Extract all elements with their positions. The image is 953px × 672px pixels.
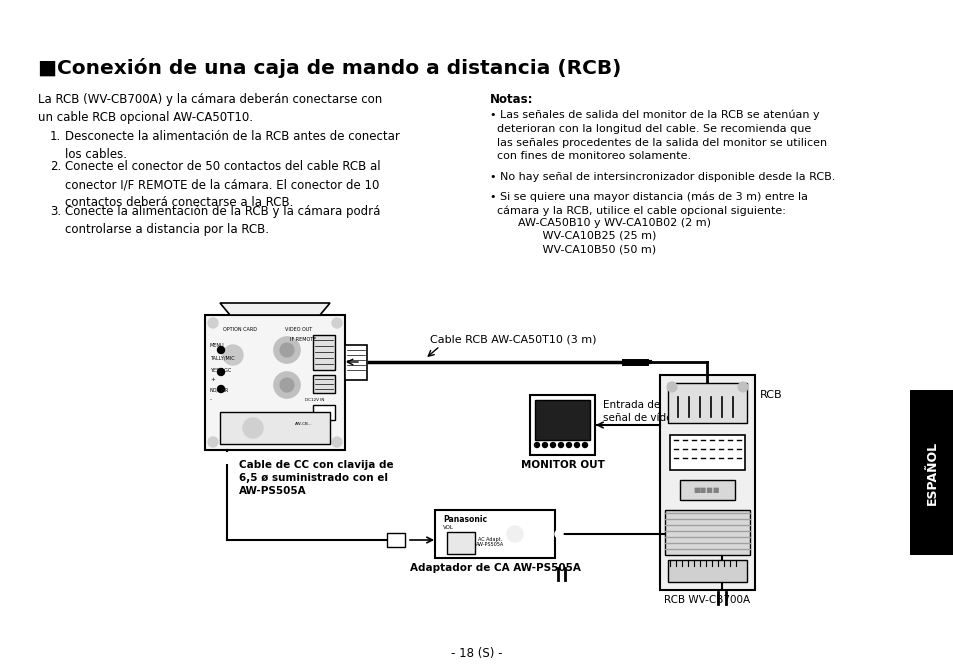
Circle shape <box>738 382 747 392</box>
Text: • No hay señal de intersincronizador disponible desde la RCB.: • No hay señal de intersincronizador dis… <box>490 172 835 182</box>
Text: 3.: 3. <box>50 205 61 218</box>
Text: 2.: 2. <box>50 160 61 173</box>
Circle shape <box>582 442 587 448</box>
Text: ■■■■: ■■■■ <box>693 487 720 493</box>
Circle shape <box>243 418 263 438</box>
Bar <box>313 405 335 420</box>
Text: Cable de CC con clavija de
6,5 ø suministrado con el
AW-PS505A: Cable de CC con clavija de 6,5 ø suminis… <box>239 460 394 497</box>
Circle shape <box>208 318 218 328</box>
Bar <box>530 395 595 455</box>
Text: MONITOR OUT: MONITOR OUT <box>520 460 604 470</box>
Text: WV-CA10B50 (50 m): WV-CA10B50 (50 m) <box>490 244 656 254</box>
Circle shape <box>534 442 539 448</box>
Text: -: - <box>210 397 212 402</box>
Text: ESPAÑOL: ESPAÑOL <box>924 440 938 505</box>
Text: MENU: MENU <box>210 343 224 348</box>
Text: Adaptador de CA AW-PS505A: Adaptador de CA AW-PS505A <box>409 563 579 573</box>
Text: AW-CB...: AW-CB... <box>294 422 313 426</box>
Bar <box>667 383 746 423</box>
Bar <box>664 510 749 555</box>
Text: VIDEO OUT: VIDEO OUT <box>285 327 312 332</box>
Text: - 18 (S) -: - 18 (S) - <box>451 647 502 660</box>
Circle shape <box>223 345 243 365</box>
Circle shape <box>274 372 299 398</box>
Circle shape <box>217 386 224 392</box>
Bar <box>435 510 555 558</box>
Circle shape <box>558 442 563 448</box>
Text: RCB: RCB <box>760 390 781 400</box>
Text: ■Conexión de una caja de mando a distancia (RCB): ■Conexión de una caja de mando a distanc… <box>38 58 620 78</box>
Bar <box>387 533 405 547</box>
Circle shape <box>574 442 578 448</box>
Bar <box>345 345 367 380</box>
Text: OPTION CARD: OPTION CARD <box>223 327 256 332</box>
Circle shape <box>666 382 677 392</box>
Text: RCB WV-CB700A: RCB WV-CB700A <box>663 595 750 605</box>
Text: Conecte la alimentación de la RCB y la cámara podrá
controlarse a distancia por : Conecte la alimentación de la RCB y la c… <box>65 205 380 236</box>
Circle shape <box>217 368 224 376</box>
Circle shape <box>555 530 562 538</box>
Bar <box>535 400 589 440</box>
Text: • Las señales de salida del monitor de la RCB se atenúan y
  deterioran con la l: • Las señales de salida del monitor de l… <box>490 110 826 161</box>
Text: VOL: VOL <box>442 525 454 530</box>
Text: Entrada de
señal de vídeo: Entrada de señal de vídeo <box>602 400 679 423</box>
Text: Notas:: Notas: <box>490 93 533 106</box>
Text: NO/BAR: NO/BAR <box>210 387 229 392</box>
Text: • Si se quiere una mayor distancia (más de 3 m) entre la: • Si se quiere una mayor distancia (más … <box>490 192 807 202</box>
Bar <box>313 335 335 370</box>
Circle shape <box>274 337 299 363</box>
Circle shape <box>222 453 232 463</box>
Bar <box>313 375 335 393</box>
Text: Panasonic: Panasonic <box>442 515 487 524</box>
Text: cámara y la RCB, utilice el cable opcional siguiente:: cámara y la RCB, utilice el cable opcion… <box>490 205 785 216</box>
Circle shape <box>542 442 547 448</box>
Text: WV-CA10B25 (25 m): WV-CA10B25 (25 m) <box>490 231 656 241</box>
Text: IF REMOTE: IF REMOTE <box>290 337 316 342</box>
Text: YES/AGC: YES/AGC <box>210 367 231 372</box>
Text: TALLY/MIC: TALLY/MIC <box>210 355 234 360</box>
Circle shape <box>217 347 224 353</box>
Bar <box>659 375 754 590</box>
Circle shape <box>280 343 294 357</box>
Circle shape <box>332 318 341 328</box>
Text: AC Adapt.
AW-PS505A: AC Adapt. AW-PS505A <box>476 537 503 548</box>
Bar <box>669 435 744 470</box>
Text: La RCB (WV-CB700A) y la cámara deberán conectarse con
un cable RCB opcional AW-C: La RCB (WV-CB700A) y la cámara deberán c… <box>38 93 382 124</box>
Text: 1.: 1. <box>50 130 61 143</box>
Circle shape <box>280 378 294 392</box>
Bar <box>909 390 953 555</box>
Circle shape <box>506 526 522 542</box>
Circle shape <box>332 437 341 447</box>
Bar <box>679 480 734 500</box>
Circle shape <box>208 437 218 447</box>
Text: AW-CA50B10 y WV-CA10B02 (2 m): AW-CA50B10 y WV-CA10B02 (2 m) <box>490 218 710 228</box>
Text: Cable RCB AW-CA50T10 (3 m): Cable RCB AW-CA50T10 (3 m) <box>430 334 596 344</box>
Circle shape <box>566 442 571 448</box>
Bar <box>667 560 746 582</box>
Text: Conecte el conector de 50 contactos del cable RCB al
conector I/F REMOTE de la c: Conecte el conector de 50 contactos del … <box>65 160 380 209</box>
Text: +: + <box>210 377 214 382</box>
Bar <box>205 315 345 450</box>
Bar <box>220 412 330 444</box>
Circle shape <box>550 442 555 448</box>
Text: Desconecte la alimentación de la RCB antes de conectar
los cables.: Desconecte la alimentación de la RCB ant… <box>65 130 399 161</box>
Text: DC12V IN: DC12V IN <box>305 398 324 402</box>
Bar <box>447 532 475 554</box>
Polygon shape <box>220 303 330 315</box>
